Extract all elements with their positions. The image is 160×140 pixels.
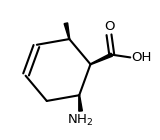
Text: O: O [104,20,114,33]
Text: OH: OH [132,51,152,64]
Polygon shape [64,23,70,39]
Polygon shape [90,53,112,65]
Text: NH$_2$: NH$_2$ [67,113,94,128]
Polygon shape [79,95,82,111]
